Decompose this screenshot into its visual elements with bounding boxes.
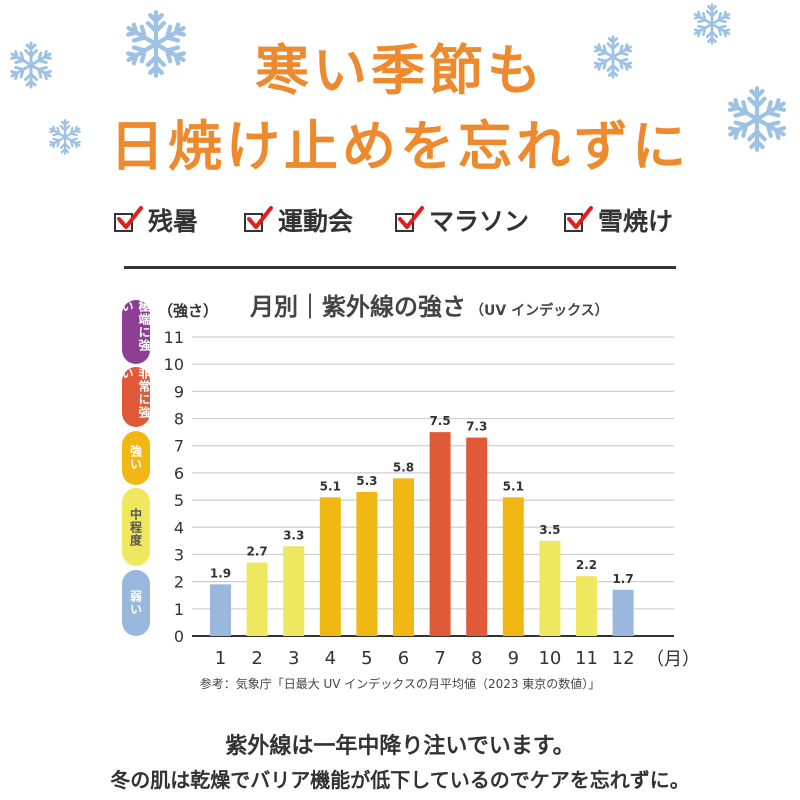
legend-pill-very-high: 非常に強い [120, 367, 151, 427]
data-label: 2.2 [576, 558, 597, 572]
data-label: 5.3 [356, 474, 377, 488]
tag-yukiyake: 雪焼け [564, 200, 673, 240]
tag-label: 残暑 [148, 207, 199, 236]
bar-month-7 [429, 432, 451, 636]
x-tick-label: 8 [471, 648, 482, 669]
tag-zansho: 残暑 [114, 200, 198, 240]
x-tick-label: 2 [251, 648, 262, 669]
checkbox-icon [114, 206, 143, 233]
y-tick-label: 6 [174, 464, 184, 483]
y-axis-label: （強さ） [158, 302, 219, 320]
y-tick-label: 10 [164, 355, 184, 374]
bar-month-9 [502, 497, 524, 636]
data-label: 3.5 [539, 523, 560, 537]
data-label: 1.7 [612, 572, 633, 586]
chart-subtitle: （UV インデックス） [470, 303, 609, 319]
x-tick-label: 3 [288, 648, 299, 669]
bar-month-1 [210, 584, 231, 636]
data-label: 1.9 [210, 566, 231, 580]
data-label: 7.5 [429, 414, 450, 428]
y-tick-label: 9 [174, 382, 184, 401]
y-tick-label: 2 [174, 573, 184, 592]
x-tick-label: 12 [612, 648, 635, 669]
y-tick-label: 5 [174, 491, 184, 510]
y-tick-label: 3 [174, 545, 184, 564]
divider [124, 266, 676, 269]
y-tick-label: 11 [164, 328, 184, 347]
source-note: 参考：気象庁「日最大 UV インデックスの月平均値（2023 東京の数値）」 [199, 677, 601, 691]
legend-pill-extreme: 極端に強い [120, 300, 151, 364]
checkbox-icon [244, 206, 273, 233]
y-tick-label: 4 [174, 518, 184, 537]
x-tick-label: 9 [508, 648, 519, 669]
headline-line-2: 日焼け止めを忘れずに [110, 115, 690, 178]
tag-marathon: マラソン [395, 200, 529, 240]
data-label: 2.7 [246, 545, 267, 559]
y-tick-label: 7 [174, 437, 184, 456]
bar-month-8 [466, 437, 488, 636]
headline-line-1: 寒い季節も [255, 39, 545, 102]
x-axis-unit: （月） [646, 649, 700, 670]
footer-line-2: 冬の肌は乾燥でバリア機能が低下しているのでケアを忘れずに。 [110, 768, 690, 792]
x-tick-label: 4 [325, 648, 336, 669]
footer-line-1: 紫外線は一年中降り注いでいます。 [225, 734, 575, 759]
data-label: 3.3 [283, 528, 304, 542]
tag-label: 雪焼け [598, 207, 674, 236]
occasion-checklist: 残暑 運動会 マラソン 雪焼け [0, 200, 800, 244]
snowflake-icon [126, 10, 186, 78]
data-label: 5.1 [320, 479, 341, 493]
y-tick-label: 0 [174, 627, 184, 646]
x-tick-label: 1 [215, 648, 226, 669]
data-label: 5.1 [503, 479, 524, 493]
y-tick-label: 1 [174, 600, 184, 619]
x-tick-label: 5 [361, 648, 372, 669]
checkbox-icon [564, 206, 593, 233]
tag-label: 運動会 [278, 207, 354, 236]
chart-title: 月別｜紫外線の強さ （UV インデックス） [250, 287, 609, 322]
x-tick-label: 7 [434, 648, 445, 669]
bar-month-4 [319, 497, 341, 636]
tag-label: マラソン [429, 207, 530, 236]
y-tick-label: 8 [174, 410, 184, 429]
legend-pill-moderate: 中程度 [122, 488, 150, 566]
bar-month-2 [246, 562, 268, 636]
x-tick-label: 10 [538, 648, 561, 669]
checkbox-icon [395, 206, 424, 233]
bar-month-6 [393, 478, 414, 636]
legend-pill-low: 弱い [122, 570, 150, 636]
x-tick-label: 11 [575, 648, 598, 669]
legend-pill-high: 強い [122, 431, 150, 485]
bar-month-10 [539, 540, 561, 636]
bar-month-5 [356, 491, 378, 636]
tag-undokai: 運動会 [244, 200, 353, 240]
data-label: 5.8 [393, 460, 414, 474]
bar-month-11 [576, 576, 597, 636]
bar-month-12 [612, 589, 634, 636]
data-label: 7.3 [466, 420, 487, 434]
chart-title-text: 月別｜紫外線の強さ [250, 293, 466, 321]
bar-month-3 [283, 546, 305, 636]
x-tick-label: 6 [398, 648, 409, 669]
